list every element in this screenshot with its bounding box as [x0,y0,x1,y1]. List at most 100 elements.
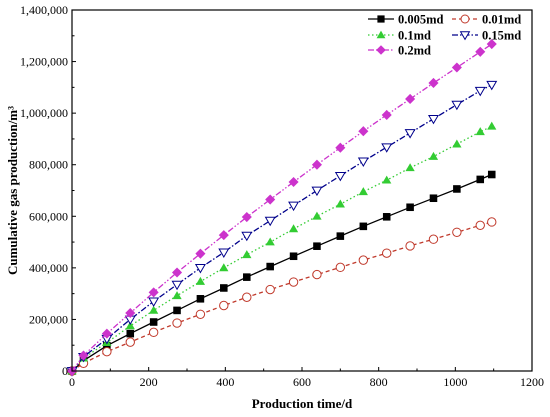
data-point [288,176,299,188]
data-point [265,284,275,295]
data-point [452,139,462,148]
data-point [428,234,439,244]
y-tick-label: 1,400,000 [20,3,68,17]
data-point [313,242,321,250]
data-point [242,292,252,302]
data-point [173,306,181,315]
data-point [311,186,323,197]
data-point [125,307,136,319]
data-point [242,250,252,259]
data-point [288,201,300,212]
data-point [266,262,274,271]
data-point [487,217,497,227]
x-tick-label: 200 [140,375,158,389]
legend-label: 0.005md [398,13,444,27]
data-point [312,211,322,220]
data-point [148,287,159,298]
data-point [172,291,182,300]
data-point [358,255,369,265]
data-point [219,263,229,272]
data-point [334,171,346,182]
data-point [218,230,229,241]
series-line [71,173,493,372]
data-point [171,280,183,291]
legend-item-0.005md: 0.005md [368,13,444,27]
legend-label: 0.2md [398,44,431,58]
x-tick-label: 600 [293,375,311,389]
data-point [405,163,415,172]
data-point [475,46,486,57]
legend-marker [460,14,470,24]
data-point [219,300,229,311]
data-point [358,187,368,196]
data-point [312,269,322,280]
x-tick-label: 400 [216,375,234,389]
data-point [148,297,160,307]
data-point [404,129,416,139]
data-point [311,159,322,170]
series-line [71,43,493,372]
data-point [335,199,345,208]
data-point [264,216,276,227]
data-point [381,143,393,153]
data-point [149,318,158,326]
data-point [265,194,276,205]
x-axis-title: Production time/d [252,396,353,411]
data-point [428,77,439,89]
data-point [102,346,112,357]
data-point [220,284,228,292]
y-tick-label: 600,000 [29,209,68,223]
data-point [451,100,463,111]
data-point [289,252,298,261]
data-point [405,241,415,251]
data-point [487,170,496,179]
data-point [451,62,462,73]
y-axis-title: Cumulative gas production/m³ [5,106,20,275]
data-point [453,185,461,193]
data-point [405,93,416,105]
x-tick-label: 800 [370,375,388,389]
data-point [148,327,159,338]
legend-item-0.2md: 0.2md [368,44,431,58]
data-point [474,86,486,97]
data-point [381,109,392,120]
data-point [382,175,392,184]
data-point [126,329,135,338]
data-point [243,273,251,281]
data-point [335,262,346,273]
data-point [428,151,439,160]
data-point [194,263,206,274]
data-point [357,157,369,167]
data-point [288,277,299,287]
legend-marker [459,31,471,41]
legend-marker [376,45,386,55]
series-0.2md [66,38,497,377]
y-tick-label: 800,000 [29,158,68,172]
series-layer [66,38,498,377]
ticks-layer: 0 200 400 600 800 1000 1200 0 200,000 400,000 600,… [20,3,544,389]
data-point [78,350,89,361]
data-point [382,213,391,221]
data-point [476,175,485,184]
data-point [486,80,498,91]
y-tick-label: 200,000 [29,312,68,326]
data-point [427,114,439,125]
data-point [241,212,252,223]
data-point [125,321,135,330]
y-tick-label: 400,000 [29,261,68,275]
y-tick-label: 0 [62,364,68,378]
data-point [358,126,369,137]
data-point [195,309,206,319]
legend-item-0.1md: 0.1md [368,29,431,43]
data-point [171,267,183,278]
data-point [336,232,345,240]
data-point [452,227,462,237]
data-point [196,295,205,303]
data-point [382,248,392,258]
legend: 0.005md 0.01md 0.1md 0.15md 0.2md [368,13,521,58]
x-tick-label: 1200 [520,375,544,389]
data-point [486,38,497,50]
legend-marker [377,15,385,23]
series-line [71,125,493,372]
